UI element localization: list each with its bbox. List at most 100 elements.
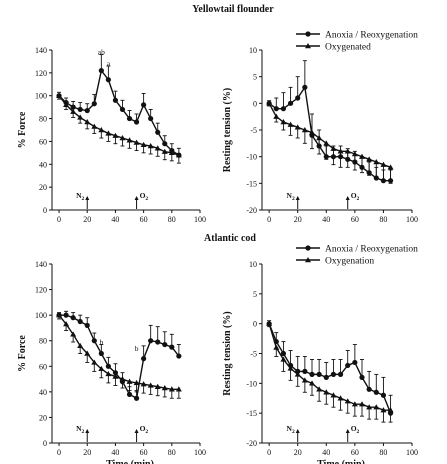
data-point-triangle [316,386,323,392]
gas-marker-label: O2 [351,424,360,435]
y-tick-label: 40 [39,160,47,169]
data-point-triangle [175,386,182,392]
data-point-triangle [70,108,77,114]
x-tick-label: 100 [194,448,206,457]
gas-marker-label: N2 [76,424,84,435]
data-point-triangle [351,151,358,157]
data-point-triangle [330,392,337,398]
y-tick-label: -20 [246,439,257,448]
data-point-triangle [344,148,351,154]
y-tick-label: 100 [35,92,47,101]
y-tick-label: 80 [39,337,47,346]
data-point-triangle [301,127,308,133]
y-tick-label: 0 [43,206,47,215]
data-point-circle [295,95,301,101]
data-point-triangle [126,378,133,384]
data-point-triangle [161,385,168,391]
data-point-triangle [133,139,140,145]
x-tick-label: 60 [351,215,359,224]
series-line [268,103,391,168]
data-point-triangle [373,404,380,410]
data-point-triangle [316,135,323,141]
data-point-triangle [323,389,330,395]
y-tick-label: -10 [246,153,257,162]
data-point-triangle [84,350,91,356]
data-point-triangle [323,140,330,146]
data-point-triangle [344,398,351,404]
data-point-triangle [373,159,380,165]
data-point-triangle [105,370,112,377]
data-point-triangle [84,119,91,125]
y-axis-label: Resting tension (%) [222,311,233,395]
data-point-circle [77,106,83,113]
x-tick-label: 80 [168,448,176,457]
data-point-triangle [175,152,182,158]
data-point-circle [84,107,90,114]
y-tick-label: 80 [39,115,47,124]
data-point-triangle [168,149,175,156]
y-tick-label: 5 [253,73,257,82]
y-tick-label: 140 [35,260,47,269]
series-oxygenated [266,320,394,423]
data-point-triangle [337,395,344,401]
data-point-triangle [112,373,119,379]
data-point-triangle [280,356,287,362]
data-point-triangle [161,148,168,154]
data-point-triangle [56,312,63,318]
gas-marker-label: N2 [76,191,84,202]
data-point-triangle [147,143,154,149]
data-point-triangle [140,141,147,148]
data-point-triangle [77,114,84,120]
legend-swatch-triangle [305,257,311,263]
significance-annotation: a [107,59,111,68]
data-point-circle [162,341,168,348]
data-point-triangle [126,137,133,143]
y-tick-label: -10 [246,379,257,388]
y-tick-label: 0 [43,439,47,448]
data-point-triangle [359,401,365,407]
data-point-triangle [147,382,154,388]
y-tick-label: 10 [249,260,257,269]
data-point-circle [176,353,182,359]
gas-marker-label: O2 [351,191,360,202]
gas-arrow-head [85,196,90,200]
data-point-circle [330,371,337,377]
data-point-triangle [294,371,301,377]
y-tick-label: -15 [246,179,257,188]
x-axis-label: Time (min) [317,459,365,464]
data-point-triangle [359,153,365,159]
data-point-circle [280,106,287,112]
data-point-circle [119,106,126,113]
y-tick-label: -5 [250,126,257,135]
series-line [59,314,180,400]
data-point-circle [169,344,175,350]
data-point-triangle [154,383,161,389]
data-point-triangle [273,344,280,350]
x-tick-label: 20 [294,448,302,457]
data-point-circle [352,359,358,366]
series-anoxia-reoxygenation [56,54,182,158]
x-tick-label: 60 [351,448,359,457]
y-tick-label: -5 [250,350,257,359]
y-axis-label: % Force [17,111,28,148]
x-tick-label: 0 [267,215,271,224]
legend-label: Oxygenation [325,257,374,267]
series-line [268,323,392,414]
data-point-triangle [133,379,140,386]
series-oxygenated [56,312,182,399]
gas-marker-label: O2 [140,424,149,435]
data-point-circle [287,100,294,106]
data-point-triangle [366,156,373,162]
data-point-triangle [380,161,387,167]
data-point-circle [63,312,69,318]
data-point-circle [141,102,147,108]
gas-arrow-head [295,429,300,433]
data-point-circle [148,338,154,344]
data-point-triangle [119,376,126,382]
gas-marker-label: N2 [287,424,295,435]
series-line [268,323,391,411]
data-point-triangle [309,129,315,135]
data-point-circle [337,371,344,377]
data-point-triangle [273,113,280,119]
